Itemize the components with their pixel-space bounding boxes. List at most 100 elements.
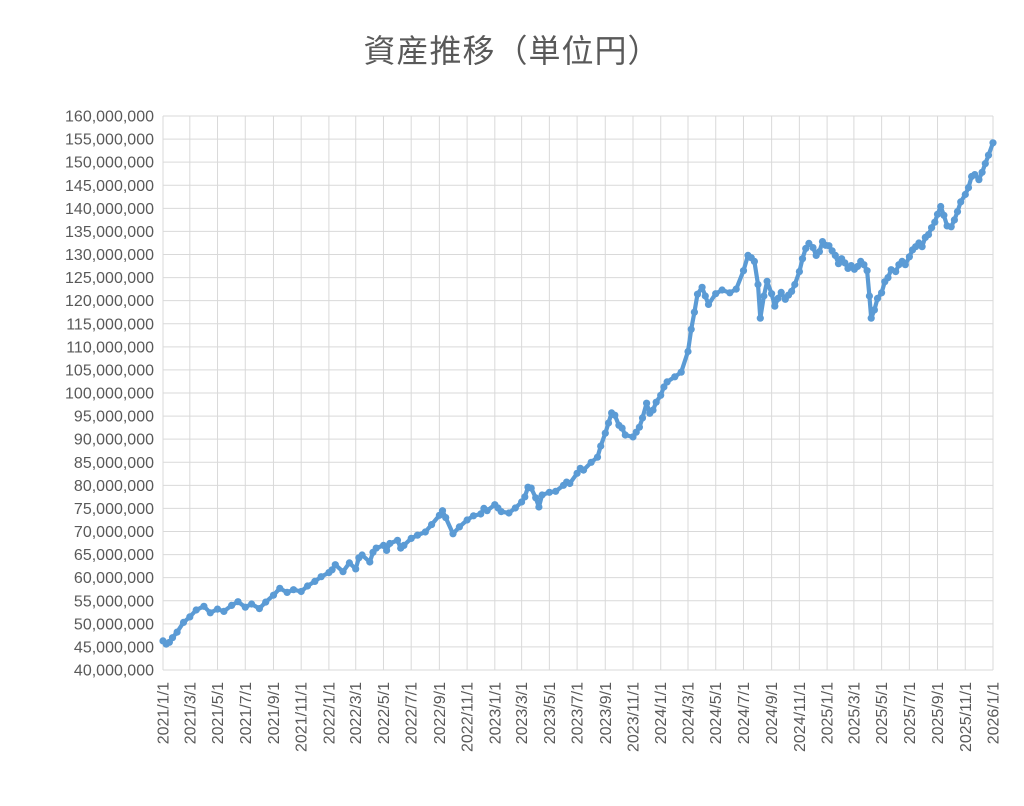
- y-axis-tick-label: 50,000,000: [74, 616, 154, 633]
- data-point-marker: [400, 541, 408, 550]
- data-point-marker: [463, 516, 471, 524]
- data-point-marker: [870, 306, 879, 314]
- data-point-marker: [831, 251, 839, 259]
- data-point-marker: [438, 507, 447, 515]
- data-point-marker: [511, 504, 519, 512]
- data-point-marker: [863, 267, 871, 275]
- data-point-marker: [597, 442, 605, 450]
- data-point-marker: [168, 634, 177, 642]
- data-point-marker: [984, 151, 993, 159]
- data-point-marker: [262, 598, 270, 606]
- data-point-marker: [220, 607, 228, 616]
- data-point-marker: [303, 582, 312, 590]
- data-point-marker: [527, 484, 535, 492]
- data-point-marker: [763, 277, 771, 285]
- data-point-marker: [933, 210, 942, 218]
- x-axis-tick-label: 2023/3/1: [514, 682, 531, 744]
- x-axis-tick-label: 2023/11/1: [626, 682, 643, 752]
- data-point-marker: [593, 453, 602, 461]
- data-point-marker: [200, 602, 208, 610]
- y-axis-tick-label: 90,000,000: [74, 432, 154, 449]
- x-axis-tick-label: 2025/1/1: [820, 682, 837, 744]
- data-point-marker: [950, 216, 959, 224]
- data-point-marker: [579, 466, 588, 474]
- data-point-marker: [768, 290, 776, 298]
- y-axis-tick-label: 100,000,000: [65, 386, 154, 403]
- y-axis-tick-label: 105,000,000: [65, 362, 154, 379]
- x-axis-tick-label: 2023/9/1: [598, 682, 615, 744]
- data-point-marker: [961, 190, 969, 199]
- data-point-marker: [860, 261, 868, 269]
- y-axis-tick-label: 95,000,000: [74, 409, 154, 426]
- data-point-marker: [652, 398, 660, 406]
- data-point-marker: [383, 546, 391, 555]
- y-axis-tick-label: 75,000,000: [74, 501, 154, 518]
- y-axis-tick-label: 150,000,000: [65, 155, 154, 172]
- data-point-marker: [289, 586, 298, 594]
- data-point-marker: [663, 378, 671, 386]
- data-point-marker: [497, 508, 505, 516]
- data-point-marker: [618, 424, 626, 432]
- x-axis-tick-label: 2024/9/1: [764, 682, 781, 744]
- data-point-marker: [684, 347, 692, 356]
- data-point-marker: [732, 285, 740, 293]
- data-point-marker: [924, 231, 933, 239]
- data-point-marker: [455, 523, 463, 531]
- data-point-marker: [283, 588, 291, 597]
- x-axis-tick-label: 2021/9/1: [266, 682, 283, 744]
- x-axis-tick-label: 2026/1/1: [986, 682, 1003, 744]
- data-point-marker: [241, 603, 249, 611]
- data-point-marker: [413, 531, 422, 539]
- y-axis-tick-label: 130,000,000: [65, 247, 154, 264]
- data-point-marker: [771, 302, 779, 310]
- data-point-marker: [449, 530, 457, 538]
- x-axis-tick-label: 2021/7/1: [238, 682, 255, 744]
- data-point-marker: [552, 487, 560, 495]
- x-axis-tick-label: 2025/7/1: [902, 682, 919, 744]
- data-point-marker: [878, 289, 886, 297]
- data-point-marker: [317, 573, 325, 581]
- data-point-marker: [918, 243, 926, 251]
- x-axis-tick-label: 2022/1/1: [321, 682, 338, 744]
- y-axis-tick-label: 120,000,000: [65, 293, 154, 310]
- data-point-marker: [483, 507, 491, 515]
- x-axis-tick-label: 2024/5/1: [708, 682, 725, 744]
- x-axis-tick-label: 2025/3/1: [846, 682, 863, 744]
- y-axis-tick-label: 110,000,000: [66, 339, 154, 356]
- data-point-marker: [756, 314, 764, 322]
- data-point-marker: [957, 198, 965, 206]
- data-point-marker: [940, 211, 948, 219]
- data-point-marker: [635, 423, 644, 431]
- y-axis-tick-label: 135,000,000: [65, 224, 154, 241]
- y-axis-tick-label: 70,000,000: [74, 524, 154, 541]
- x-axis-tick-label: 2025/11/1: [958, 682, 975, 752]
- data-point-marker: [545, 488, 554, 496]
- y-axis-tick-label: 125,000,000: [65, 270, 154, 287]
- data-point-marker: [873, 294, 882, 302]
- data-point-marker: [712, 290, 720, 298]
- data-point-marker: [386, 539, 394, 548]
- data-point-marker: [975, 176, 983, 184]
- x-axis-tick-label: 2024/1/1: [653, 682, 670, 744]
- data-point-marker: [947, 223, 955, 231]
- data-point-marker: [477, 510, 485, 518]
- data-point-marker: [407, 534, 415, 543]
- x-axis-tick-label: 2021/1/1: [156, 682, 173, 744]
- data-point-marker: [690, 308, 699, 316]
- data-point-marker: [393, 536, 402, 544]
- data-point-marker: [791, 280, 799, 289]
- data-point-marker: [649, 406, 657, 414]
- data-point-marker: [421, 528, 429, 536]
- x-axis-tick-label: 2021/3/1: [182, 682, 199, 744]
- data-point-marker: [892, 268, 900, 276]
- data-point-marker: [798, 255, 807, 263]
- data-point-marker: [964, 184, 973, 192]
- data-point-marker: [687, 325, 695, 333]
- x-axis-tick-label: 2022/9/1: [432, 682, 449, 744]
- y-axis-tick-label: 55,000,000: [74, 593, 154, 610]
- data-point-marker: [604, 419, 613, 427]
- data-point-marker: [173, 628, 181, 636]
- data-point-marker: [345, 559, 353, 567]
